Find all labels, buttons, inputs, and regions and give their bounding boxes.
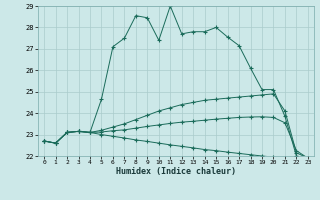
X-axis label: Humidex (Indice chaleur): Humidex (Indice chaleur) xyxy=(116,167,236,176)
